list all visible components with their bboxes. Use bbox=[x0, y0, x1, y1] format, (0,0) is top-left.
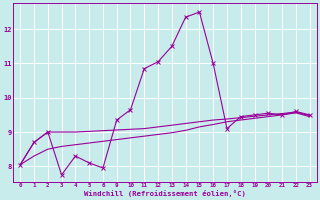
X-axis label: Windchill (Refroidissement éolien,°C): Windchill (Refroidissement éolien,°C) bbox=[84, 190, 246, 197]
